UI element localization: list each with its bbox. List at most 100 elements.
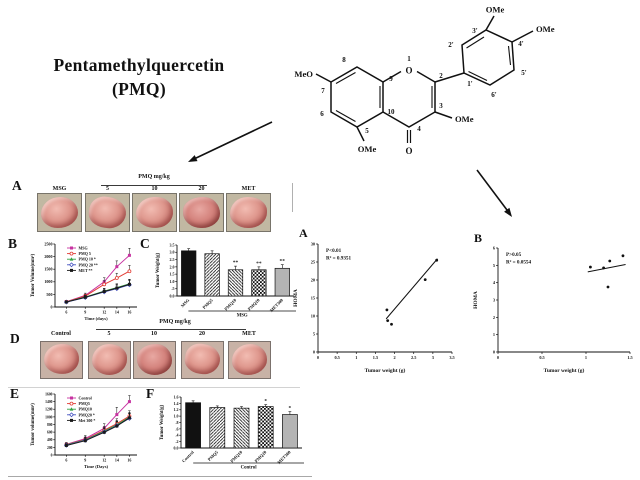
- svg-text:PMQ20: PMQ20: [254, 449, 268, 463]
- chemical-structure: MeO OMe OMe OMe OMe O O 1 2 3 4 5 6 7 8 …: [294, 5, 554, 157]
- svg-text:6: 6: [493, 246, 496, 251]
- panel-e-chart: 0 200 400 600 800 1000 1200 1400 1600 6 9 12 14 16 Tim…: [28, 390, 142, 470]
- svg-text:2: 2: [393, 355, 395, 360]
- svg-text:0: 0: [317, 355, 319, 360]
- svg-text:Time (Days): Time (Days): [84, 464, 108, 469]
- svg-text:1.2: 1.2: [174, 407, 179, 412]
- svg-text:9: 9: [84, 458, 86, 463]
- panel-a-header: PMQ mg/kg: [138, 174, 170, 180]
- svg-text:10: 10: [311, 314, 315, 319]
- scatter-b-label: B: [474, 231, 483, 245]
- panel-d-label: D: [10, 331, 20, 346]
- panel-a-col-1: MSG: [52, 186, 67, 192]
- ring-number-1: 1: [407, 55, 411, 63]
- panel-a-col-4: 20: [198, 186, 205, 192]
- tumor-photo-d-5: [228, 341, 271, 379]
- svg-text:14: 14: [115, 458, 119, 463]
- svg-text:1.5: 1.5: [170, 272, 175, 277]
- panel-d-col-4: 20: [199, 331, 205, 337]
- svg-text:.2: .2: [176, 439, 179, 444]
- svg-text:Met 300 *: Met 300 *: [79, 418, 96, 423]
- svg-text:16: 16: [127, 458, 131, 463]
- svg-text:PMQ5: PMQ5: [201, 297, 214, 310]
- svg-text:Control: Control: [241, 466, 258, 471]
- tumor-mass: [231, 344, 268, 375]
- svg-text:400: 400: [47, 438, 53, 442]
- tumor-photo-a-1: [37, 193, 82, 232]
- svg-text:1.4: 1.4: [174, 401, 179, 406]
- svg-text:Control: Control: [181, 449, 195, 463]
- svg-text:1400: 1400: [45, 400, 53, 404]
- svg-text:1.5: 1.5: [627, 355, 632, 360]
- svg-text:600: 600: [47, 431, 53, 435]
- panel-a-col-3: 10: [151, 186, 158, 192]
- panel-c-label: C: [140, 236, 150, 251]
- svg-text:**: **: [233, 260, 239, 266]
- ring-number-1p: 1': [467, 80, 473, 88]
- svg-text:P<0.01: P<0.01: [326, 248, 342, 254]
- svg-text:Tumor Volume(mm³): Tumor Volume(mm³): [30, 254, 36, 298]
- svg-text:0.5: 0.5: [334, 355, 339, 360]
- svg-text:500: 500: [46, 292, 52, 297]
- ring-number-8: 8: [342, 56, 346, 64]
- svg-text:P>0.05: P>0.05: [506, 252, 522, 258]
- tumor-mass: [87, 194, 128, 231]
- tumor-mass: [182, 342, 223, 378]
- E-chart-svg: 0 200 400 600 800 1000 1200 1400 1600 6 9 12 14 16 Tim…: [30, 392, 137, 469]
- structure-atom-o1: O: [405, 66, 412, 76]
- ring-number-5p: 5': [521, 69, 527, 77]
- tumor-photo-d-4: [181, 341, 224, 379]
- svg-text:.6: .6: [176, 426, 179, 431]
- ring-number-4p: 4': [518, 40, 524, 48]
- tumor-photo-a-4: [179, 193, 224, 232]
- svg-text:R² = 0.0554: R² = 0.0554: [506, 260, 532, 266]
- svg-text:2.5: 2.5: [411, 355, 416, 360]
- svg-text:HOMA: HOMA: [473, 291, 479, 309]
- tumor-photo-d-3: [133, 341, 176, 379]
- panel-d-col-5: MET: [242, 331, 256, 337]
- svg-text:1.0: 1.0: [174, 414, 179, 419]
- tumor-photo-a-5: [226, 193, 271, 232]
- svg-text:Time (days): Time (days): [84, 316, 108, 321]
- arrow-to-right-panels: [476, 169, 512, 217]
- ring-number-10: 10: [388, 108, 396, 116]
- svg-text:0: 0: [50, 304, 52, 309]
- svg-text:2: 2: [493, 315, 495, 320]
- ring-number-4: 4: [417, 125, 421, 133]
- svg-text:PMQ20: PMQ20: [247, 297, 261, 311]
- svg-text:2.5: 2.5: [170, 257, 175, 262]
- svg-text:PMQ5: PMQ5: [207, 449, 220, 462]
- svg-text:2000: 2000: [44, 254, 52, 259]
- svg-text:0.5: 0.5: [539, 355, 544, 360]
- svg-text:1: 1: [493, 332, 495, 337]
- tumor-mass: [41, 196, 78, 228]
- svg-text:0.0: 0.0: [174, 445, 179, 450]
- ring-number-3: 3: [439, 102, 443, 110]
- svg-text:2500: 2500: [44, 241, 52, 246]
- svg-text:MET300: MET300: [269, 297, 285, 313]
- svg-text:30: 30: [311, 242, 315, 247]
- svg-text:6: 6: [65, 458, 67, 463]
- svg-text:*: *: [289, 406, 292, 412]
- structure-label-meo7: MeO: [294, 69, 313, 79]
- svg-text:14: 14: [115, 310, 119, 315]
- panel-a-header-line: [101, 185, 207, 186]
- svg-text:PMQ10: PMQ10: [229, 449, 243, 463]
- svg-text:**: **: [280, 259, 286, 265]
- scatter-a-chart: 0 0.5 1 1.5 2 2.5 3 3.5 0 5 10 15 20 25 30 P<0.01 R² = 0…: [290, 236, 460, 375]
- svg-text:**: **: [256, 261, 262, 267]
- svg-text:5: 5: [313, 332, 315, 337]
- panel-d-col-2: 5: [107, 331, 111, 337]
- tumor-mass: [183, 196, 220, 228]
- tumor-mass: [230, 196, 267, 228]
- svg-text:1: 1: [585, 355, 587, 360]
- svg-text:1: 1: [355, 355, 357, 360]
- svg-text:5: 5: [493, 263, 495, 268]
- panel-a-col-2: 5: [106, 186, 109, 192]
- svg-text:3.5: 3.5: [170, 242, 175, 247]
- tumor-photo-a-3: [132, 193, 177, 232]
- svg-text:1000: 1000: [44, 279, 52, 284]
- svg-text:MET **: MET **: [79, 268, 93, 273]
- svg-text:0: 0: [493, 350, 495, 355]
- svg-text:Tumor volume(mm³): Tumor volume(mm³): [30, 403, 36, 446]
